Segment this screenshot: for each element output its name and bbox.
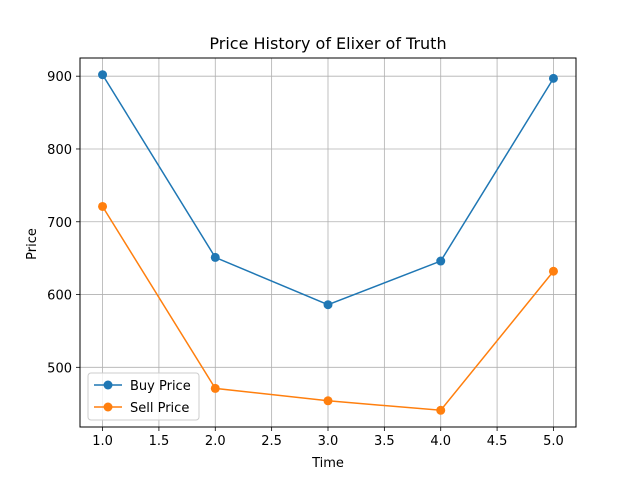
x-tick-label: 3.0 [318, 434, 339, 449]
x-tick-label: 4.0 [430, 434, 451, 449]
x-tick-label: 4.5 [487, 434, 508, 449]
y-tick-label: 900 [47, 70, 72, 85]
x-tick-label: 1.0 [92, 434, 113, 449]
data-point-sell-price [98, 201, 108, 211]
legend-buy-marker [103, 380, 113, 390]
data-point-sell-price [210, 383, 220, 393]
legend-sell-marker [103, 402, 113, 412]
x-tick-label: 2.0 [205, 434, 226, 449]
y-tick-label: 600 [47, 289, 72, 304]
data-point-sell-price [436, 405, 446, 415]
axis-ticks: 1.0 1.5 2.0 2.5 3.0 3.5 4.0 4.5 5.0 500 600 700 800 9… [47, 70, 564, 449]
legend-buy-label: Buy Price [130, 379, 191, 394]
data-point-buy-price [210, 252, 220, 262]
data-point-buy-price [98, 70, 108, 80]
data-point-buy-price [323, 300, 333, 310]
data-point-buy-price [436, 256, 446, 266]
y-tick-label: 500 [47, 361, 72, 376]
y-tick-label: 700 [47, 216, 72, 231]
x-tick-label: 3.5 [374, 434, 395, 449]
data-point-sell-price [323, 396, 333, 406]
x-tick-label: 5.0 [543, 434, 564, 449]
grid-lines [80, 58, 576, 427]
x-tick-label: 1.5 [149, 434, 170, 449]
legend-sell-label: Sell Price [130, 401, 189, 416]
x-tick-label: 2.5 [261, 434, 282, 449]
data-point-sell-price [548, 266, 558, 276]
series-layer [98, 70, 558, 415]
chart-title: Price History of Elixer of Truth [209, 34, 446, 53]
x-axis-label: Time [311, 456, 344, 471]
y-axis-label: Price [25, 228, 40, 260]
data-point-buy-price [548, 73, 558, 83]
legend: Buy Price Sell Price [87, 372, 200, 421]
y-tick-label: 800 [47, 143, 72, 158]
